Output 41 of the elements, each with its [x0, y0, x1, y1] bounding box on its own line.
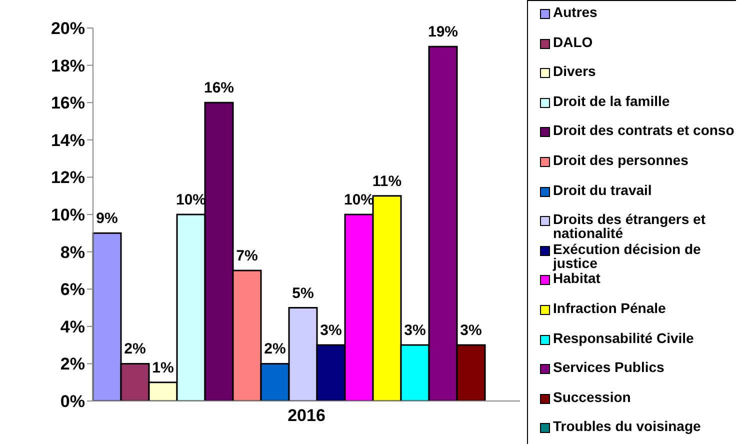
y-tick-label: 6%: [60, 280, 85, 300]
legend-label: Responsabilité Civile: [553, 330, 694, 346]
legend-label: Droit des contrats et conso: [553, 122, 734, 138]
legend-label: Services Publics: [553, 359, 664, 376]
y-tick-label: 16%: [50, 94, 85, 113]
data-label: 5%: [292, 284, 314, 302]
y-tick-label: 8%: [60, 242, 85, 262]
legend-label: Droit de la famille: [553, 92, 670, 109]
legend-label: Droit du travail: [553, 182, 652, 198]
legend-label: Infraction Pénale: [553, 300, 666, 316]
data-label: 3%: [320, 322, 342, 340]
legend-label: Exécution décision de justice: [553, 240, 702, 271]
y-tick-label: 10%: [50, 206, 85, 225]
y-tick-label: 18%: [50, 56, 85, 76]
data-label: 10%: [344, 192, 374, 208]
y-tick-label: 20%: [50, 19, 85, 38]
legend-label: DALO: [553, 34, 593, 50]
data-label: 3%: [460, 322, 482, 340]
y-tick-label: 2%: [60, 354, 85, 374]
y-tick-label: 4%: [60, 317, 85, 336]
data-label: 2%: [124, 340, 146, 358]
legend-label: Succession: [553, 388, 631, 405]
y-tick-label: 0%: [60, 392, 85, 412]
data-label: 11%: [372, 172, 402, 190]
data-label: 1%: [152, 359, 174, 376]
x-tick-label: 2016: [288, 406, 326, 426]
legend-label: Divers: [553, 63, 596, 80]
data-label: 2%: [264, 340, 286, 358]
legend-label: Droits des étrangers et nationalité: [553, 211, 706, 242]
y-tick-label: 14%: [50, 130, 85, 150]
legend-label: Autres: [553, 4, 598, 20]
legend-label: Habitat: [553, 270, 600, 286]
data-label: 19%: [428, 24, 458, 41]
data-label: 7%: [236, 247, 258, 264]
y-tick-label: 12%: [50, 168, 85, 188]
legend-label: Troubles du voisinage: [553, 418, 701, 434]
data-label: 3%: [404, 322, 426, 340]
data-label: 10%: [176, 192, 206, 208]
data-label: 16%: [204, 80, 234, 97]
data-label: 9%: [96, 210, 118, 228]
legend-label: Droit des personnes: [553, 152, 688, 168]
